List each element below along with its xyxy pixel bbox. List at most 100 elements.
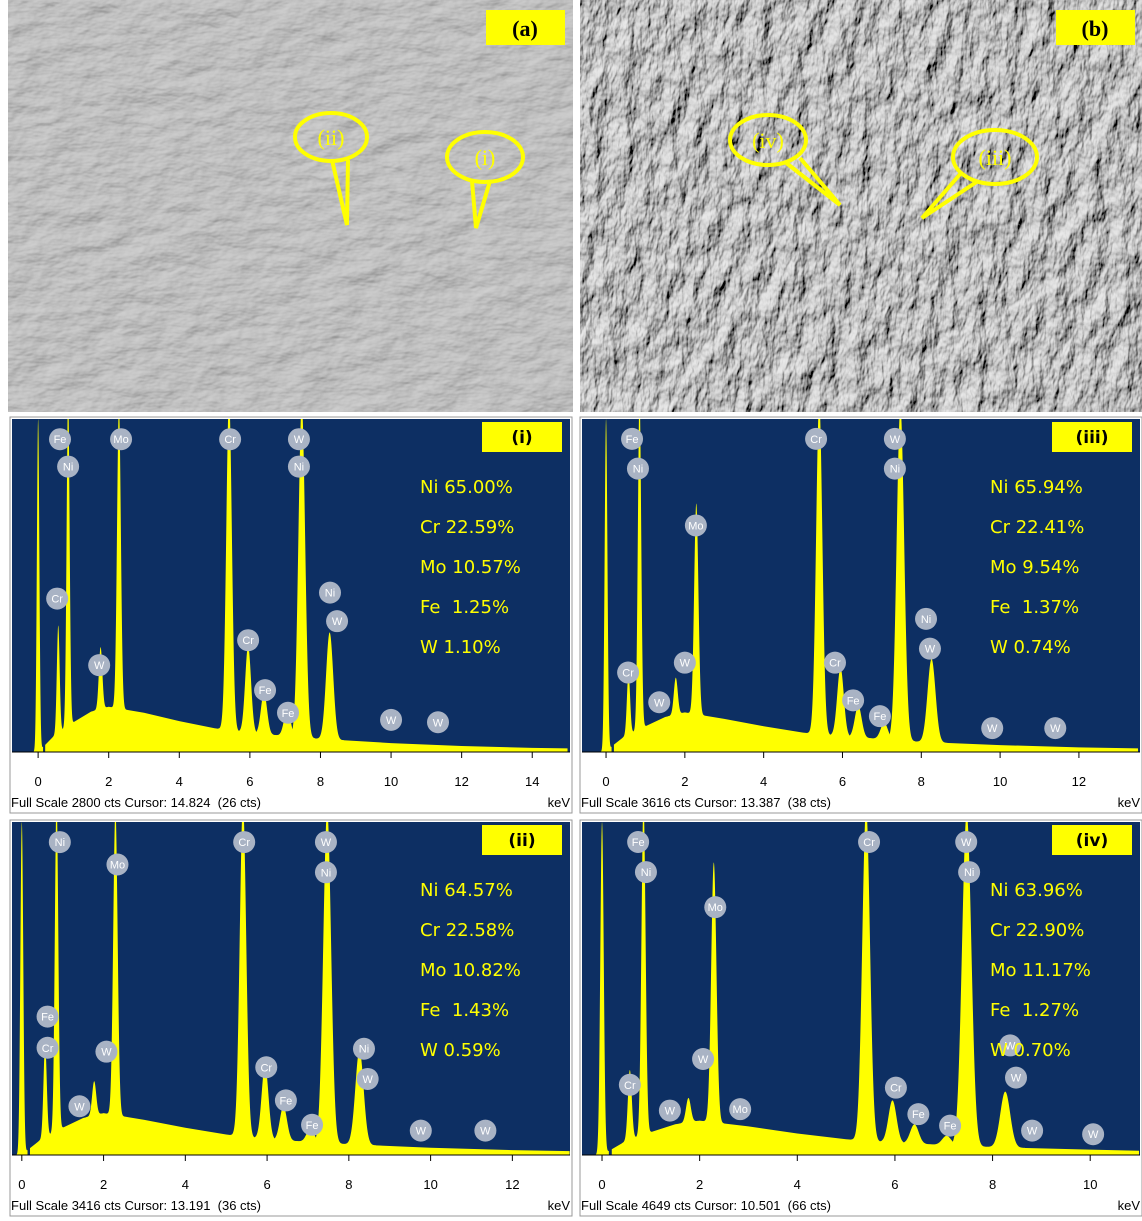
peak-label: Cr <box>622 668 634 680</box>
composition: Mo 10.57% <box>420 557 521 578</box>
x-tick-label: 4 <box>182 1177 189 1192</box>
x-unit: keV <box>548 795 571 810</box>
peak-label: Ni <box>294 462 304 474</box>
peak-label: W <box>925 644 936 656</box>
peak-label: W <box>1050 723 1061 735</box>
peak-label: Mo <box>688 520 703 532</box>
x-tick-label: 14 <box>525 774 539 789</box>
peak-label: Fe <box>259 685 272 697</box>
composition: Fe 1.37% <box>990 597 1079 618</box>
peak-label: W <box>698 1054 709 1066</box>
peak-label: Fe <box>279 1095 292 1107</box>
peak-label: W <box>294 434 305 446</box>
peak-label: W <box>433 717 444 729</box>
peak-label: W <box>74 1101 85 1113</box>
composition: Fe 1.25% <box>420 597 509 618</box>
peak-label: Ni <box>55 837 65 849</box>
peak-label: W <box>961 837 972 849</box>
x-unit: keV <box>1118 795 1141 810</box>
composition: Ni 65.00% <box>420 477 513 498</box>
x-tick-label: 6 <box>891 1177 898 1192</box>
x-tick-label: 12 <box>454 774 468 789</box>
x-tick-label: 10 <box>423 1177 437 1192</box>
composition: Ni 63.96% <box>990 880 1083 901</box>
x-tick-label: 6 <box>263 1177 270 1192</box>
peak-label: Ni <box>890 464 900 476</box>
x-unit: keV <box>548 1198 571 1213</box>
peak-label: W <box>1088 1129 1099 1141</box>
peak-label: W <box>101 1047 112 1059</box>
x-tick-label: 4 <box>176 774 183 789</box>
peak-label: W <box>654 697 665 709</box>
image-label: (b) <box>1082 16 1109 41</box>
peak-label: Ni <box>63 462 73 474</box>
peak-label: Ni <box>321 867 331 879</box>
composition: Mo 9.54% <box>990 557 1079 578</box>
x-tick-label: 8 <box>989 1177 996 1192</box>
callout-label: (i) <box>475 145 496 170</box>
peak-label: W <box>321 837 332 849</box>
peak-label: Ni <box>325 588 335 600</box>
x-tick-label: 0 <box>35 774 42 789</box>
peak-label: Ni <box>641 867 651 879</box>
x-tick-label: 2 <box>100 1177 107 1192</box>
peak-label: Mo <box>708 902 723 914</box>
x-tick-label: 0 <box>602 774 609 789</box>
composition: W 0.74% <box>990 637 1071 658</box>
peak-label: Fe <box>306 1120 319 1132</box>
x-tick-label: 8 <box>918 774 925 789</box>
peak-label: Fe <box>632 837 645 849</box>
composition: Ni 65.94% <box>990 477 1083 498</box>
figure: (a) (ii) (i) (b) (iv) (iii) Fe Ni Mo Cr W Ni C… <box>0 0 1142 1221</box>
x-tick-label: 10 <box>384 774 398 789</box>
peak-label: Cr <box>42 1043 54 1055</box>
spectrum-panel: FeNiMoCrWNiCrWCrFeFeNiWWWNi 65.00%Cr 22.… <box>10 393 572 813</box>
peak-label: Fe <box>847 695 860 707</box>
x-tick-label: 0 <box>598 1177 605 1192</box>
composition: Cr 22.58% <box>420 920 514 941</box>
peak-label: W <box>94 660 105 672</box>
peak-label: Cr <box>624 1080 636 1092</box>
footer: Full Scale 3416 cts Cursor: 13.191 (36 c… <box>11 1198 261 1213</box>
panel-label: (ii) <box>508 831 535 851</box>
peak-label: Ni <box>921 614 931 626</box>
peak-label: Fe <box>282 708 295 720</box>
composition: Cr 22.59% <box>420 517 514 538</box>
x-tick-label: 12 <box>505 1177 519 1192</box>
x-tick-label: 2 <box>105 774 112 789</box>
peak-label: W <box>987 723 998 735</box>
image-label: (a) <box>512 16 538 41</box>
peak-label: Cr <box>260 1062 272 1074</box>
composition: W 0.70% <box>990 1040 1071 1061</box>
x-tick-label: 2 <box>696 1177 703 1192</box>
peak-label: W <box>665 1106 676 1118</box>
peak-label: Mo <box>113 434 128 446</box>
x-tick-label: 12 <box>1072 774 1086 789</box>
peak-label: W <box>480 1126 491 1138</box>
peak-label: Cr <box>810 434 822 446</box>
x-tick-label: 2 <box>681 774 688 789</box>
composition: Cr 22.41% <box>990 517 1084 538</box>
composition: Mo 10.82% <box>420 960 521 981</box>
peak-label: Fe <box>873 711 886 723</box>
x-tick-label: 8 <box>345 1177 352 1192</box>
peak-label: Fe <box>912 1109 925 1121</box>
panel-label: (iv) <box>1076 831 1108 851</box>
composition: Cr 22.90% <box>990 920 1084 941</box>
peak-label: Cr <box>242 635 254 647</box>
peak-label: Mo <box>733 1104 748 1116</box>
peak-label: W <box>1027 1126 1038 1138</box>
x-tick-label: 10 <box>1083 1177 1097 1192</box>
sem-texture <box>8 0 573 412</box>
x-tick-label: 0 <box>18 1177 25 1192</box>
peak-label: Ni <box>964 867 974 879</box>
sem-image-a: (a) (ii) (i) <box>8 0 573 412</box>
peak-label: Cr <box>829 658 841 670</box>
x-tick-label: 4 <box>760 774 767 789</box>
peak-label: W <box>416 1126 427 1138</box>
peak-label: W <box>362 1074 373 1086</box>
panel-label: (iii) <box>1075 428 1108 448</box>
x-tick-label: 10 <box>993 774 1007 789</box>
footer: Full Scale 2800 cts Cursor: 14.824 (26 c… <box>11 795 261 810</box>
